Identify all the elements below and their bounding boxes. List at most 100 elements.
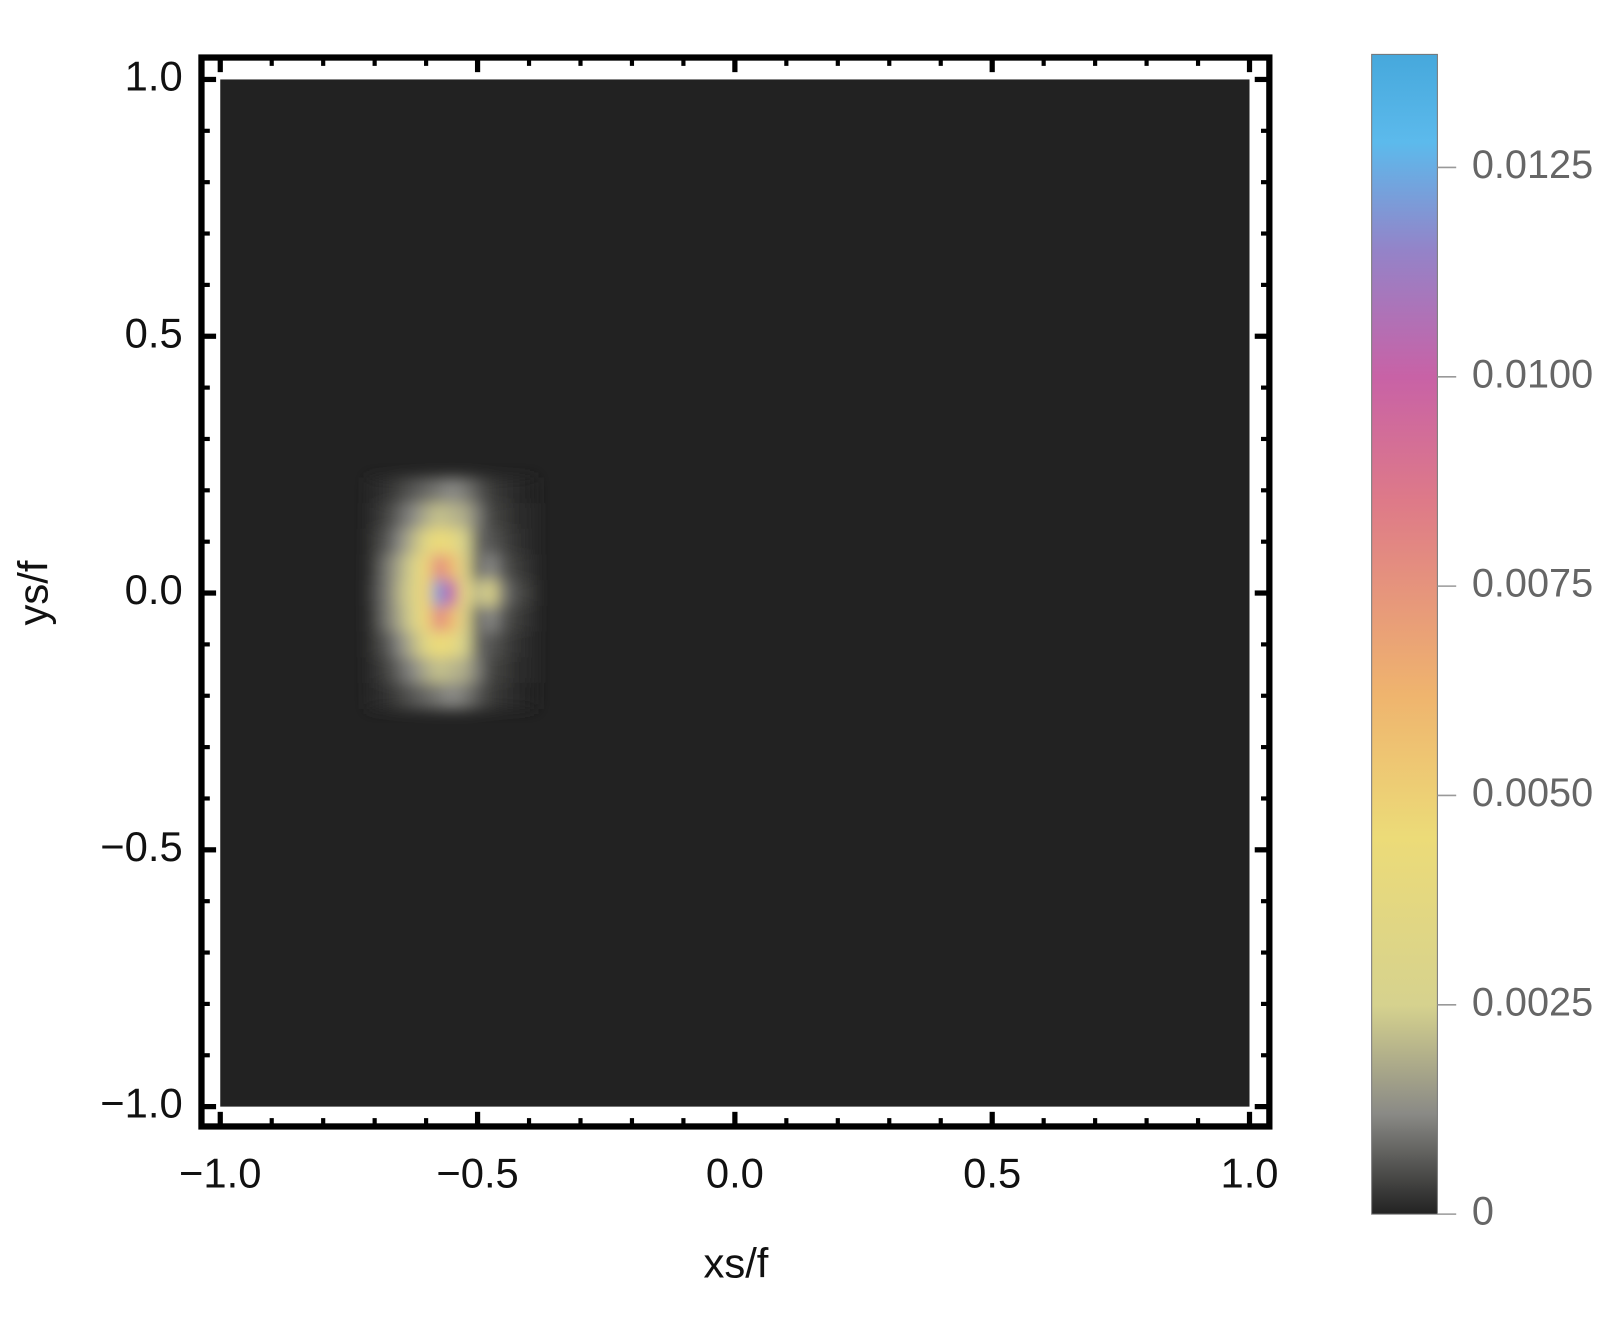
- density-cell: [432, 631, 446, 658]
- density-cell: [381, 503, 395, 530]
- density-cell: [484, 631, 498, 658]
- density-cell: [445, 580, 459, 607]
- density-cell: [406, 605, 421, 633]
- density-cell: [368, 631, 382, 658]
- colorbar-tick-label: 0: [1472, 1190, 1494, 1234]
- density-cell: [496, 554, 511, 581]
- density-cell: [381, 580, 395, 607]
- y-tick-label: −0.5: [100, 823, 182, 870]
- density-cell: [509, 554, 524, 581]
- density-cell: [471, 477, 485, 504]
- density-cell: [368, 657, 382, 684]
- density-cell: [458, 631, 472, 658]
- density-cell: [522, 477, 536, 504]
- density-cell: [471, 682, 485, 710]
- density-cell: [432, 554, 446, 581]
- colorbar: [1371, 53, 1438, 1215]
- density-cell: [419, 682, 434, 710]
- density-cell: [496, 580, 511, 607]
- density-cell: [393, 631, 408, 658]
- y-tick-label: 0.5: [125, 309, 183, 356]
- density-cell: [445, 554, 459, 581]
- density-cell: [445, 528, 459, 556]
- density-cell: [522, 554, 536, 581]
- density-cell: [522, 657, 536, 684]
- density-cell: [471, 657, 485, 684]
- density-cell: [458, 657, 472, 684]
- density-cell: [522, 580, 536, 607]
- density-cell: [496, 605, 511, 633]
- density-cell: [484, 657, 498, 684]
- density-cell: [393, 605, 408, 633]
- density-cell: [419, 477, 434, 504]
- density-cell: [406, 503, 421, 530]
- density-cell: [406, 657, 421, 684]
- density-cell: [419, 657, 434, 684]
- density-cell: [471, 605, 485, 633]
- density-cell: [419, 631, 434, 658]
- density-cell: [381, 477, 395, 504]
- density-cell: [393, 682, 408, 710]
- density-cell: [393, 503, 408, 530]
- density-cell: [509, 605, 524, 633]
- density-cell: [509, 503, 524, 530]
- density-cell: [496, 528, 511, 556]
- density-cell: [458, 580, 472, 607]
- density-cell: [381, 682, 395, 710]
- density-cell: [458, 503, 472, 530]
- density-cell: [406, 477, 421, 504]
- x-tick-label: 1.0: [1220, 1150, 1278, 1197]
- density-cell: [471, 503, 485, 530]
- density-cell: [393, 528, 408, 556]
- density-cell: [484, 477, 498, 504]
- density-cell: [393, 554, 408, 581]
- density-cell: [381, 528, 395, 556]
- density-cell: [432, 605, 446, 633]
- density-cell: [368, 682, 382, 710]
- density-cell: [432, 528, 446, 556]
- density-cell: [522, 682, 536, 710]
- density-cell: [496, 631, 511, 658]
- density-cell: [368, 580, 382, 607]
- density-cell: [381, 605, 395, 633]
- density-cell: [406, 682, 421, 710]
- density-cell: [368, 605, 382, 633]
- density-cell: [432, 657, 446, 684]
- density-cell: [419, 580, 434, 607]
- density-cell: [419, 528, 434, 556]
- density-cell: [458, 682, 472, 710]
- density-cell: [471, 528, 485, 556]
- density-cell: [509, 477, 524, 504]
- density-cell: [419, 503, 434, 530]
- density-cell: [509, 682, 524, 710]
- density-cell: [458, 528, 472, 556]
- density-cell: [445, 682, 459, 710]
- colorbar-tick-label: 0.0100: [1472, 352, 1593, 396]
- x-axis-label: xs/f: [703, 1239, 768, 1286]
- density-cell: [406, 580, 421, 607]
- density-cell: [393, 657, 408, 684]
- density-cell: [445, 477, 459, 504]
- density-cell: [496, 682, 511, 710]
- density-cell: [471, 631, 485, 658]
- density-cell: [381, 631, 395, 658]
- density-cell: [432, 477, 446, 504]
- density-cell: [406, 554, 421, 581]
- density-cell: [393, 580, 408, 607]
- x-tick-label: 0.0: [706, 1150, 764, 1197]
- density-cell: [496, 657, 511, 684]
- density-cell: [445, 657, 459, 684]
- density-cell: [445, 631, 459, 658]
- density-cell: [471, 580, 485, 607]
- x-tick-label: −0.5: [436, 1150, 518, 1197]
- density-cell: [458, 554, 472, 581]
- density-cell: [445, 503, 459, 530]
- density-cell: [458, 477, 472, 504]
- colorbar-tick-label: 0.0050: [1472, 771, 1593, 815]
- y-tick-label: 1.0: [125, 52, 183, 99]
- colorbar-tick-label: 0.0125: [1472, 143, 1593, 187]
- density-cell: [419, 605, 434, 633]
- density-cell: [484, 503, 498, 530]
- density-cell: [458, 605, 472, 633]
